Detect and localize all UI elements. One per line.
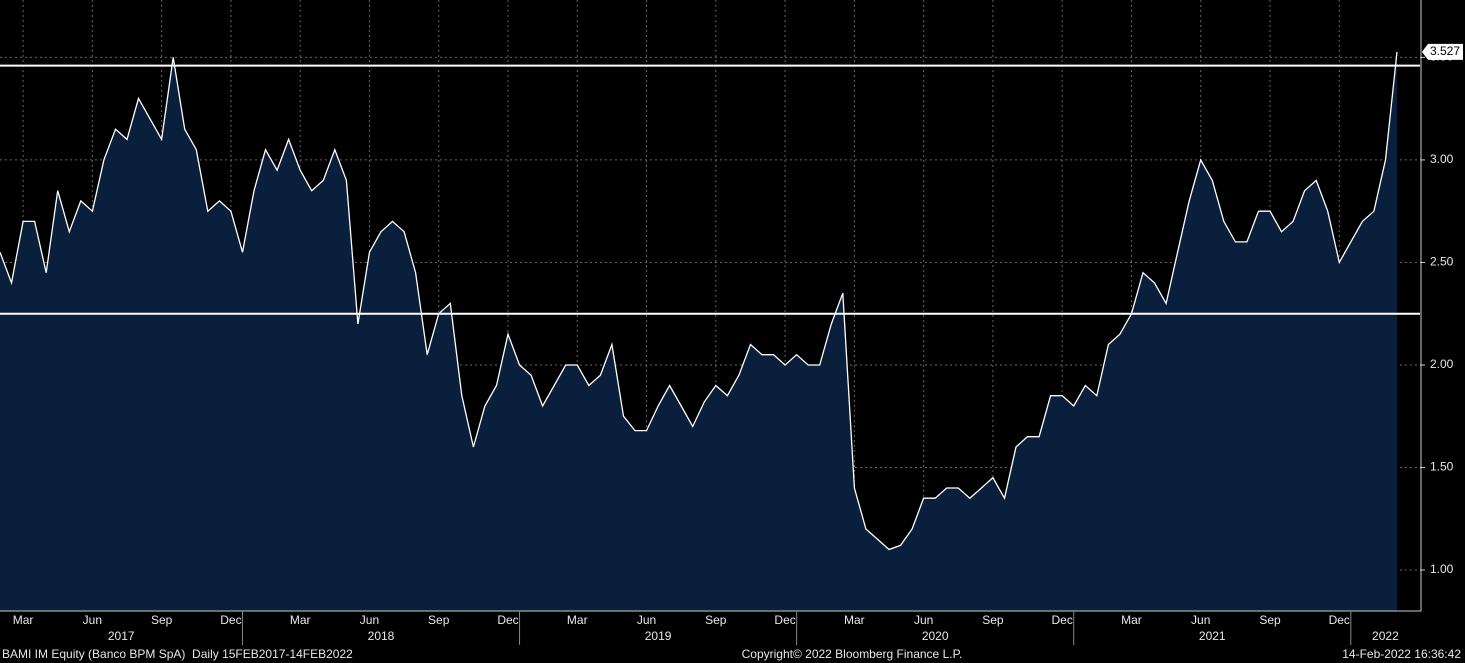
year-label: 2021 [1199,629,1226,643]
last-value-label: 3.527 [1430,44,1460,58]
footer-center: Copyright© 2022 Bloomberg Finance L.P. [742,647,963,661]
x-tick-label: Sep [428,613,450,627]
x-tick-label: Dec [1329,613,1350,627]
x-tick-label: Sep [982,613,1004,627]
footer-left: BAMI IM Equity (Banco BPM SpA) Daily 15F… [2,647,353,661]
x-tick-label: Sep [1259,613,1281,627]
year-label: 2017 [108,629,135,643]
x-tick-label: Mar [1121,613,1142,627]
year-label: 2019 [645,629,672,643]
area [0,51,1397,611]
x-tick-label: Sep [705,613,727,627]
x-tick-label: Mar [13,613,34,627]
x-tick-label: Dec [1052,613,1073,627]
y-tick-label: 1.00 [1430,562,1454,576]
last-value-box [1422,43,1463,60]
y-tick-label: 2.00 [1430,357,1454,371]
y-tick-label: 3.00 [1430,152,1454,166]
line [0,51,1398,551]
x-tick-label: Mar [290,613,311,627]
year-label: 2020 [922,629,949,643]
x-tick-label: Jun [360,613,379,627]
x-tick-label: Dec [497,613,518,627]
x-tick-label: Dec [220,613,241,627]
footer-right: 14-Feb-2022 16:36:42 [1342,647,1461,661]
y-tick-label: 2.50 [1430,255,1454,269]
x-tick-label: Jun [83,613,102,627]
x-tick-label: Mar [844,613,865,627]
x-tick-label: Jun [914,613,933,627]
year-label: 2022 [1372,629,1399,643]
x-tick-label: Dec [774,613,795,627]
y-tick-label: 1.50 [1430,460,1454,474]
x-tick-label: Jun [637,613,656,627]
x-tick-label: Sep [151,613,173,627]
year-label: 2018 [368,629,395,643]
x-tick-label: Mar [567,613,588,627]
x-tick-label: Jun [1191,613,1210,627]
